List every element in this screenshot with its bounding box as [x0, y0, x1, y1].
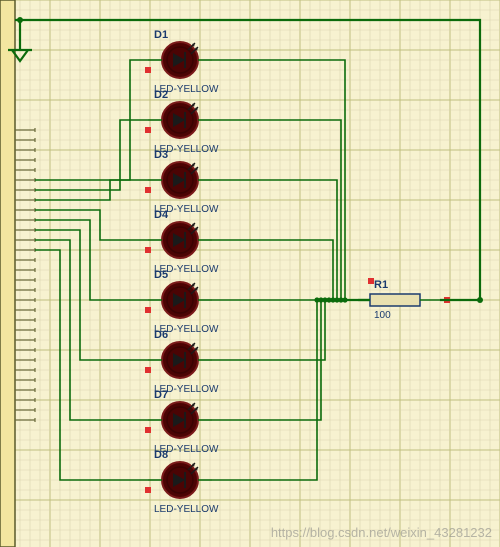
- resistor-body: [370, 294, 420, 306]
- node-marker: [145, 127, 151, 133]
- node-marker: [145, 67, 151, 73]
- node-marker: [145, 427, 151, 433]
- node-marker: [145, 487, 151, 493]
- node-marker: [145, 307, 151, 313]
- node-marker: [145, 247, 151, 253]
- resistor-ref: R1: [374, 279, 388, 291]
- led-ref: D3: [154, 149, 168, 161]
- led-ref: D1: [154, 29, 168, 41]
- node-marker: [145, 187, 151, 193]
- watermark: https://blog.csdn.net/weixin_43281232: [271, 525, 492, 540]
- led-ref: D6: [154, 329, 168, 341]
- led-ref: D8: [154, 449, 168, 461]
- led-ref: D5: [154, 269, 168, 281]
- led-ref: D2: [154, 89, 168, 101]
- led-type: LED-YELLOW: [154, 504, 219, 515]
- schematic-canvas: D1LED-YELLOWD2LED-YELLOWD3LED-YELLOWD4LE…: [0, 0, 500, 547]
- junction: [314, 297, 319, 302]
- resistor-value: 100: [374, 310, 391, 321]
- ic-body-edge: [0, 0, 15, 547]
- node-marker: [368, 278, 374, 284]
- node-marker: [145, 367, 151, 373]
- led-ref: D7: [154, 389, 168, 401]
- led-ref: D4: [154, 209, 169, 221]
